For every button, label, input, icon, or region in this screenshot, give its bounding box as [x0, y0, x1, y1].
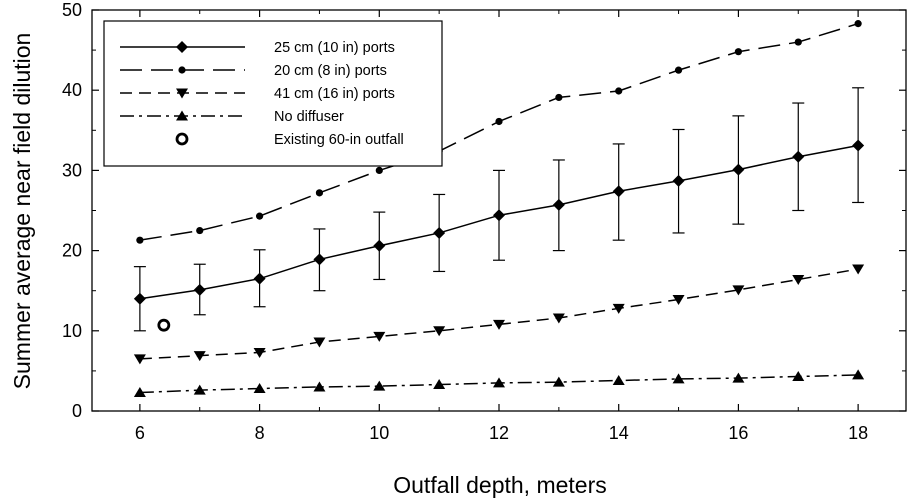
data-point [732, 285, 745, 296]
data-point [732, 163, 745, 176]
y-tick-label: 0 [72, 401, 82, 421]
legend-marker [178, 66, 186, 74]
data-point [552, 376, 565, 387]
data-point [375, 166, 383, 174]
series-1 [133, 87, 865, 332]
data-point [852, 139, 865, 152]
y-tick-label: 30 [62, 160, 82, 180]
plot-area [133, 20, 865, 398]
legend-entry: Existing 60-in outfall [175, 132, 404, 148]
data-point [136, 236, 144, 244]
x-tick-label: 12 [489, 423, 509, 443]
legend-label: 25 cm (10 in) ports [274, 40, 395, 56]
data-point [555, 93, 563, 102]
data-point [373, 380, 386, 391]
data-point [373, 331, 386, 342]
legend: 25 cm (10 in) ports 20 cm (8 in) ports 41 … [103, 20, 443, 167]
data-point [672, 174, 685, 187]
data-point [792, 150, 805, 163]
data-point [433, 326, 446, 337]
y-axis-title: Summer average near field dilution [9, 33, 35, 390]
axes: 6 8 10 12 14 16 18 0 10 20 30 40 50 [62, 0, 907, 443]
y-tick-label: 50 [62, 0, 82, 20]
series-3 [133, 264, 865, 365]
data-point [253, 347, 266, 358]
data-point [672, 373, 685, 384]
data-point [313, 253, 326, 266]
data-point [313, 337, 326, 348]
x-tick-label: 10 [369, 423, 389, 443]
data-point [133, 387, 146, 398]
legend-entry: 41 cm (16 in) ports [120, 86, 395, 102]
data-point [196, 226, 204, 235]
legend-label: 20 cm (8 in) ports [274, 63, 387, 79]
legend-marker [176, 110, 188, 121]
data-point [193, 283, 206, 296]
y-tick-label: 10 [62, 321, 82, 341]
data-point [493, 319, 505, 330]
data-point [612, 375, 625, 386]
data-point [612, 185, 625, 198]
data-point [315, 189, 324, 197]
x-tick-label: 16 [728, 423, 748, 443]
data-point [193, 351, 206, 362]
x-tick-label: 18 [848, 423, 868, 443]
y-tick-label: 40 [62, 80, 82, 100]
legend-entry: 25 cm (10 in) ports [120, 40, 395, 56]
legend-marker [176, 41, 188, 53]
data-point [552, 313, 565, 324]
data-point [674, 66, 683, 74]
data-point [133, 354, 146, 365]
legend-entry: No diffuser [120, 109, 344, 125]
data-point [255, 212, 264, 220]
data-point [433, 379, 446, 390]
x-tick-label: 8 [255, 423, 265, 443]
data-point [612, 303, 625, 314]
x-tick-label: 14 [609, 423, 629, 443]
legend-label: No diffuser [274, 109, 344, 125]
data-point [133, 292, 146, 305]
data-point [792, 274, 805, 285]
data-point [852, 369, 865, 380]
data-point [792, 371, 805, 382]
legend-marker [175, 132, 189, 146]
data-point [854, 20, 862, 28]
x-axis-title: Outfall depth, meters [393, 472, 607, 498]
data-point [672, 295, 685, 306]
data-point [313, 381, 326, 392]
data-point [734, 48, 743, 56]
x-tick-label: 6 [135, 423, 145, 443]
data-point [253, 383, 266, 394]
data-point [495, 117, 503, 126]
series-4 [133, 369, 865, 398]
data-point [552, 198, 565, 211]
data-point [193, 384, 206, 395]
data-point [493, 377, 505, 388]
series-line [139, 268, 859, 360]
legend-label: Existing 60-in outfall [274, 132, 404, 148]
legend-marker [176, 88, 188, 99]
legend-entry: 20 cm (8 in) ports [120, 63, 387, 79]
y-tick-label: 20 [62, 241, 82, 261]
data-point [433, 226, 446, 239]
data-point [253, 272, 266, 285]
data-point [852, 264, 865, 275]
data-point [794, 38, 802, 46]
data-point [732, 372, 745, 383]
data-point [493, 209, 505, 222]
data-point [373, 239, 386, 252]
existing-outfall-point [157, 318, 171, 332]
legend-label: 41 cm (16 in) ports [274, 86, 395, 102]
data-point [615, 87, 623, 95]
